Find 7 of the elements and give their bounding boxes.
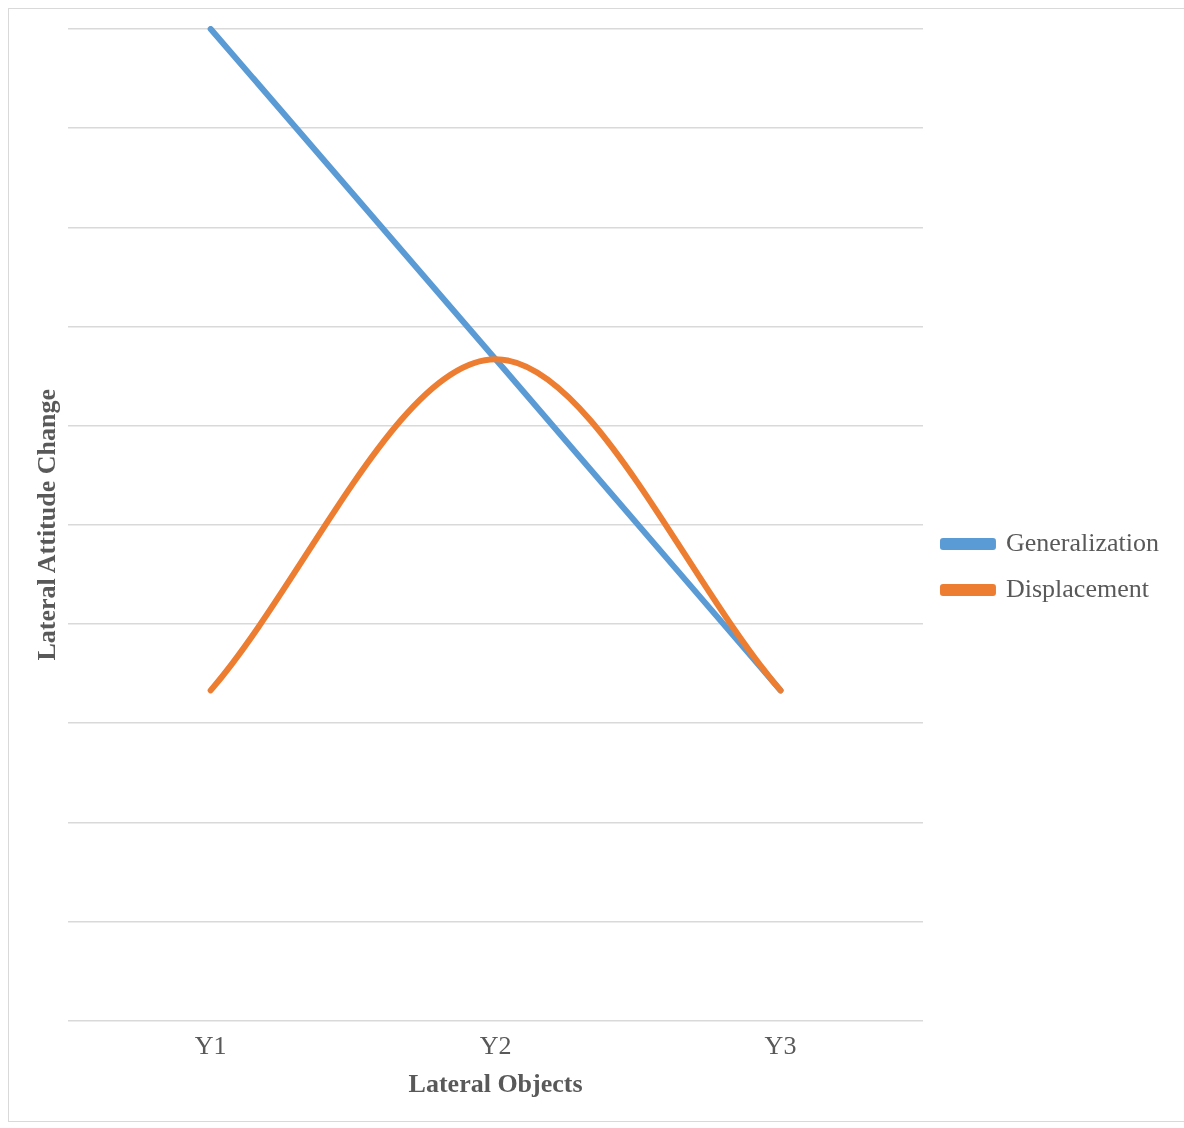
x-tick-label: Y3 xyxy=(764,1031,797,1061)
legend-label: Displacement xyxy=(1005,573,1150,603)
x-tick-label: Y2 xyxy=(479,1031,512,1061)
x-axis-title: Lateral Objects xyxy=(408,1069,583,1099)
x-tick-label: Y1 xyxy=(194,1031,227,1061)
y-axis-title: Lateral Attitude Change xyxy=(32,389,62,661)
legend-label: Generalization xyxy=(1005,527,1159,557)
